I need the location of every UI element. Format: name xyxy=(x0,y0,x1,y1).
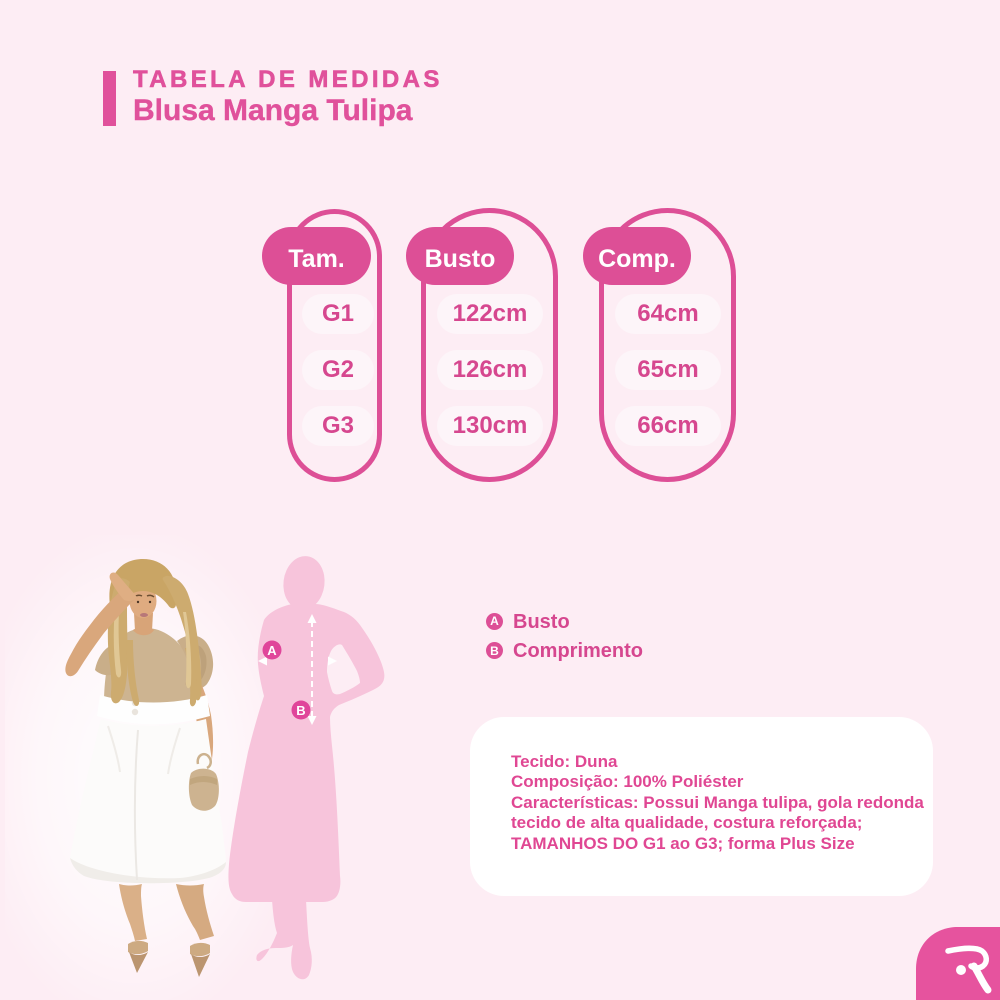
svg-text:B: B xyxy=(296,703,305,718)
svg-text:A: A xyxy=(267,643,277,658)
